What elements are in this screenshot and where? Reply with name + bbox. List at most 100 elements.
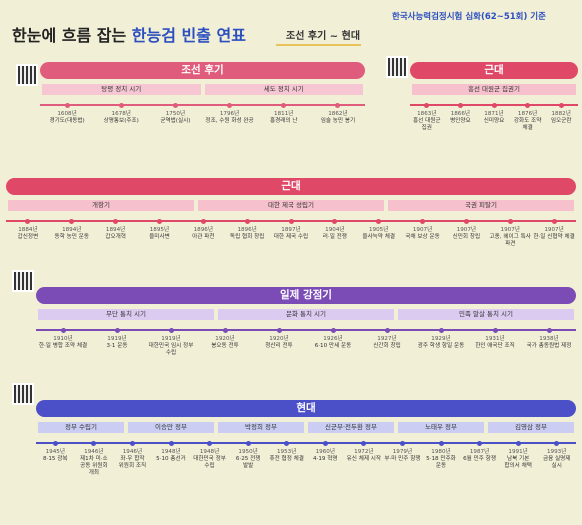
event-year: 1905년 bbox=[368, 227, 389, 233]
event-year: 1894년 bbox=[105, 227, 126, 233]
event-label: 6·25 전쟁 발발 bbox=[235, 456, 261, 469]
event: 1972년 유신 체제 시작 bbox=[346, 449, 383, 463]
event-label: 광주 학생 항일 운동 bbox=[417, 343, 465, 349]
event-dot bbox=[172, 102, 178, 108]
event-year: 1882년 bbox=[551, 111, 571, 117]
event-year: 1678년 bbox=[111, 111, 131, 117]
event-year: 1987년 bbox=[469, 449, 490, 455]
event-dot bbox=[113, 218, 119, 224]
event-year: 1972년 bbox=[354, 449, 374, 455]
event-year: 1876년 bbox=[517, 111, 538, 117]
event-label: 신미양요 bbox=[483, 118, 505, 124]
event: 1907년 한·일 신협약 체결 bbox=[533, 227, 575, 241]
event-label: 대한민국 임시 정부 수립 bbox=[148, 343, 194, 356]
event: 1811년 홍경래의 난 bbox=[258, 111, 310, 125]
event-label: 유신 체제 시작 bbox=[346, 456, 382, 462]
event-year: 1862년 bbox=[328, 111, 348, 117]
basis: 한국사능력검정시험 심화(62~51회) 기준 bbox=[392, 12, 546, 22]
event-year: 1946년 bbox=[84, 449, 104, 455]
qr-code bbox=[386, 56, 408, 78]
event-label: 국채 보상 운동 bbox=[405, 234, 440, 240]
event: 1894년 갑오개혁 bbox=[95, 227, 137, 241]
event: 1896년 독립 협회 창립 bbox=[226, 227, 268, 241]
event-dot bbox=[64, 102, 70, 108]
event: 1929년 광주 학생 항일 운동 bbox=[415, 336, 467, 350]
event-year: 1931년 bbox=[485, 336, 505, 342]
event: 1980년 5·18 민주화 운동 bbox=[423, 449, 460, 470]
event: 1876년 강화도 조약 체결 bbox=[512, 111, 544, 132]
event-label: 봉오동 전투 bbox=[211, 343, 239, 349]
event-year: 1948년 bbox=[199, 449, 220, 455]
event-label: 신민회 창립 bbox=[452, 234, 481, 240]
event-year: 1919년 bbox=[107, 336, 127, 342]
event: 1920년 봉오동 전투 bbox=[199, 336, 251, 350]
event-year: 1946년 bbox=[122, 449, 143, 455]
event-dot bbox=[288, 218, 294, 224]
event-dot bbox=[330, 327, 336, 333]
title-blue: 한능검 빈출 연표 bbox=[131, 26, 246, 45]
event-year: 1907년 bbox=[544, 227, 564, 233]
event-year: 1896년 bbox=[193, 227, 213, 233]
event-label: 을사늑약 체결 bbox=[362, 234, 396, 240]
range: 조선 후기 ~ 현대 bbox=[286, 31, 361, 42]
period-bar: 세도 정치 시기 bbox=[204, 84, 363, 95]
event: 1920년 청산리 전투 bbox=[253, 336, 305, 350]
event-dot bbox=[114, 327, 120, 333]
event-year: 1895년 bbox=[149, 227, 170, 233]
event-dot bbox=[244, 218, 250, 224]
event: 1948년 대한민국 정부 수립 bbox=[191, 449, 228, 470]
event-label: 병인양요 bbox=[450, 118, 471, 124]
period-bar: 문화 통치 시기 bbox=[218, 309, 394, 320]
event-dot bbox=[376, 218, 382, 224]
event-label: 을미사변 bbox=[149, 234, 170, 240]
event: 1882년 임오군란 bbox=[545, 111, 577, 125]
qr-code bbox=[16, 64, 38, 86]
qr-code bbox=[12, 270, 34, 292]
event-label: 남북 기본 합의서 채택 bbox=[504, 456, 532, 469]
event-year: 1953년 bbox=[277, 449, 297, 455]
event-label: 8·15 광복 bbox=[43, 456, 68, 462]
event-dot bbox=[322, 440, 328, 446]
event-dot bbox=[399, 440, 405, 446]
event-label: 휴전 협정 체결 bbox=[269, 456, 304, 462]
event-label: 균역법(실시) bbox=[160, 118, 191, 124]
event-year: 1750년 bbox=[165, 111, 186, 117]
event-dot bbox=[227, 102, 233, 108]
event-year: 1910년 bbox=[53, 336, 73, 342]
event-label: 5·18 민주화 운동 bbox=[426, 456, 456, 469]
event-dot bbox=[477, 440, 483, 446]
event-year: 1945년 bbox=[45, 449, 65, 455]
event-label: 대한 제국 수립 bbox=[273, 234, 309, 240]
event-label: 신간회 창립 bbox=[373, 343, 401, 349]
event-year: 1884년 bbox=[18, 227, 38, 233]
period-bar: 민족 말살 통치 시기 bbox=[398, 309, 574, 320]
event-year: 1863년 bbox=[417, 111, 437, 117]
event: 1907년 고종, 헤이그 특사 파견 bbox=[489, 227, 531, 248]
event-year: 1608년 bbox=[57, 111, 77, 117]
event-year: 1796년 bbox=[219, 111, 240, 117]
event-label: 홍경래의 난 bbox=[269, 118, 298, 124]
event-label: 4·19 혁명 bbox=[313, 456, 338, 462]
event: 1953년 휴전 협정 체결 bbox=[268, 449, 305, 463]
event-dot bbox=[245, 440, 251, 446]
event-year: 1991년 bbox=[508, 449, 528, 455]
event-year: 1960년 bbox=[315, 449, 335, 455]
period-bar: 탕평 정치 시기 bbox=[42, 84, 201, 95]
event: 1948년 5·10 총선거 bbox=[153, 449, 190, 463]
period-bar: 박정희 정부 bbox=[218, 422, 304, 433]
event: 1979년 부·마 민주 항쟁 bbox=[384, 449, 421, 463]
event-dot bbox=[168, 327, 174, 333]
event-label: 6월 민주 항쟁 bbox=[463, 456, 496, 462]
event: 1907년 국채 보상 운동 bbox=[402, 227, 444, 241]
event: 1991년 남북 기본 합의서 채택 bbox=[500, 449, 537, 470]
section-band: 일제 강점기 bbox=[36, 287, 576, 304]
title-black: 한눈에 흐름 잡는 bbox=[12, 26, 127, 45]
event: 1871년 신미양요 bbox=[478, 111, 510, 125]
event: 1907년 신민회 창립 bbox=[445, 227, 487, 241]
event: 1895년 을미사변 bbox=[139, 227, 181, 241]
period-bar: 김영삼 정부 bbox=[488, 422, 574, 433]
event: 1678년 상평통보(주조) bbox=[95, 111, 147, 125]
event-year: 1927년 bbox=[377, 336, 397, 342]
event-dot bbox=[332, 218, 338, 224]
